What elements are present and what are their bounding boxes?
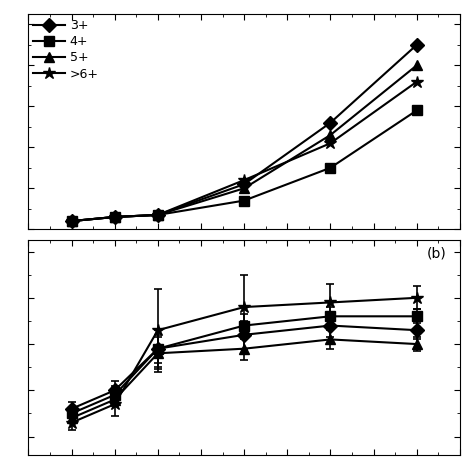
Text: (b): (b) bbox=[427, 246, 447, 260]
Legend: 3+, 4+, 5+, >6+: 3+, 4+, 5+, >6+ bbox=[32, 18, 100, 82]
